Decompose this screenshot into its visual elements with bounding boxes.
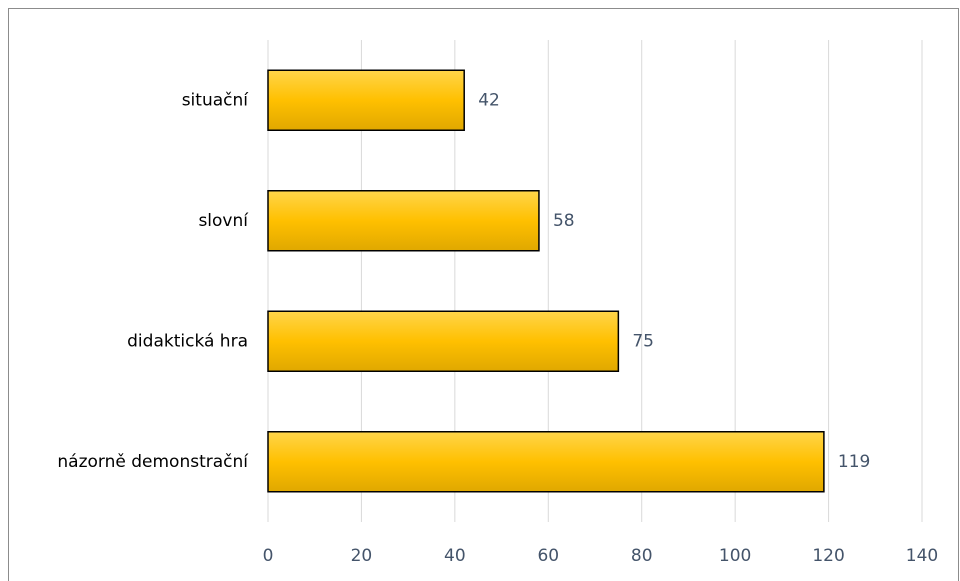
x-tick-label: 60 xyxy=(537,546,559,566)
x-tick-label: 80 xyxy=(631,546,653,566)
bar xyxy=(267,69,465,131)
chart-border xyxy=(8,8,959,581)
x-tick-label: 140 xyxy=(906,546,938,566)
data-label: 42 xyxy=(478,90,500,110)
y-tick-label: slovní xyxy=(198,211,249,231)
x-tick-label: 120 xyxy=(812,546,844,566)
data-label: 58 xyxy=(553,211,575,231)
y-tick-label: situační xyxy=(182,90,250,110)
x-tick-label: 100 xyxy=(719,546,751,566)
x-tick-label: 40 xyxy=(444,546,466,566)
y-tick-label: názorně demonstrační xyxy=(57,452,249,472)
bar xyxy=(267,431,825,493)
x-tick-label: 0 xyxy=(263,546,274,566)
bar xyxy=(267,310,620,372)
x-tick-label: 20 xyxy=(351,546,373,566)
y-tick-label: didaktická hra xyxy=(127,331,248,351)
bar xyxy=(267,190,540,252)
data-label: 75 xyxy=(632,331,654,351)
data-label: 119 xyxy=(838,452,870,472)
